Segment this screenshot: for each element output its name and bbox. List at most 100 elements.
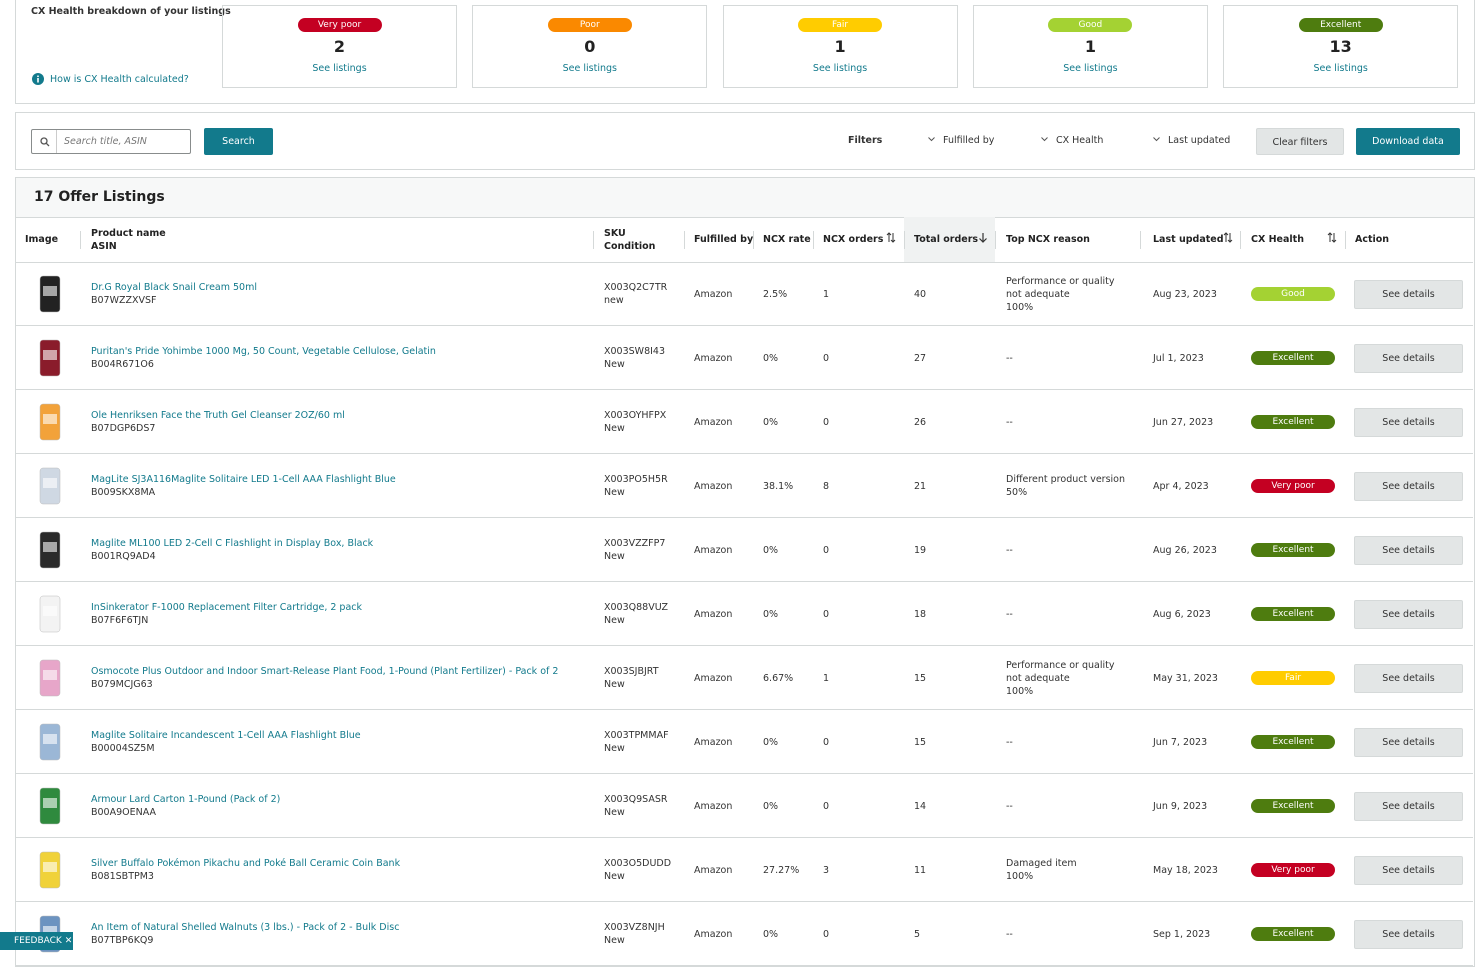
reason-cell: -- (1006, 518, 1131, 582)
help-link[interactable]: How is CX Health calculated? (50, 74, 189, 85)
reason-cell: Damaged item 100% (1006, 838, 1131, 902)
total-orders: 14 (914, 800, 927, 812)
health-pill: Very poor (297, 18, 382, 32)
thumbnail (39, 275, 61, 313)
sku: X003SW8I43 (604, 346, 665, 357)
see-details-button[interactable]: See details (1354, 728, 1463, 757)
ncx-rate: 0% (763, 416, 779, 428)
filter-dropdown[interactable]: Fulfilled by (928, 135, 994, 146)
total-orders: 19 (914, 544, 927, 556)
health-pill: Very poor (1251, 863, 1335, 877)
product-name-link[interactable]: Dr.G Royal Black Snail Cream 50ml (91, 282, 257, 293)
download-button[interactable]: Download data (1356, 128, 1460, 155)
product-name-link[interactable]: Ole Henriksen Face the Truth Gel Cleanse… (91, 410, 345, 421)
product-name-link[interactable]: Maglite ML100 LED 2-Cell C Flashlight in… (91, 538, 374, 549)
see-details-button[interactable]: See details (1354, 920, 1463, 949)
column-header: Action (1355, 217, 1389, 262)
sku: X003PO5H5R (604, 474, 668, 485)
see-details-button[interactable]: See details (1354, 408, 1463, 437)
listings-header-bar (16, 178, 1474, 218)
clear-filters-button[interactable]: Clear filters (1256, 128, 1344, 155)
see-details-button[interactable]: See details (1354, 536, 1463, 565)
sku-cell: X003O5DUDD New (604, 838, 671, 902)
health-card: Fair 1 See listings (722, 5, 958, 88)
see-listings-link[interactable]: See listings (1063, 63, 1118, 74)
sku-cell: X003SW8I43 New (604, 326, 665, 390)
search-placeholder: Search title, ASIN (64, 136, 147, 147)
search-button[interactable]: Search (204, 128, 273, 155)
product-name-link[interactable]: Puritan's Pride Yohimbe 1000 Mg, 50 Coun… (91, 346, 436, 357)
see-details-button[interactable]: See details (1354, 280, 1463, 309)
column-header-line: Condition (604, 240, 656, 252)
product-name-link[interactable]: Armour Lard Carton 1-Pound (Pack of 2) (91, 794, 281, 805)
asin: B001RQ9AD4 (91, 551, 156, 562)
product-name-link[interactable]: Osmocote Plus Outdoor and Indoor Smart-R… (91, 666, 559, 677)
see-listings-link[interactable]: See listings (562, 63, 617, 74)
reason-line: 100% (1006, 871, 1034, 882)
search-input[interactable]: Search title, ASIN (31, 129, 191, 154)
column-header-text: Action (1355, 234, 1390, 245)
filter-dropdown[interactable]: Last updated (1153, 135, 1230, 146)
column-header: NCX rate (763, 217, 811, 262)
thumbnail (39, 339, 61, 377)
thumbnail (39, 723, 61, 761)
see-listings-link[interactable]: See listings (1313, 63, 1368, 74)
sku: X003OYHFPX (604, 410, 667, 421)
total-orders: 5 (914, 928, 921, 940)
reason-line: -- (1006, 416, 1013, 428)
product-name-link[interactable]: Silver Buffalo Pokémon Pikachu and Poké … (91, 858, 401, 869)
chevron-icon (1153, 137, 1160, 142)
ncx-orders: 1 (823, 288, 830, 300)
total-orders: 27 (914, 352, 927, 364)
filter-dropdown[interactable]: CX Health (1041, 135, 1103, 146)
condition: New (604, 807, 625, 818)
feedback-button[interactable]: FEEDBACK ✕ (0, 932, 73, 950)
column-header: Product name ASIN (91, 217, 166, 262)
see-details-button[interactable]: See details (1354, 664, 1463, 693)
product-name-link[interactable]: InSinkerator F-1000 Replacement Filter C… (91, 602, 363, 613)
see-listings-link[interactable]: See listings (812, 63, 868, 74)
last-updated: Jun 9, 2023 (1153, 800, 1208, 812)
total-orders: 26 (914, 416, 927, 428)
column-header: CX Health (1251, 217, 1304, 262)
product-name-link[interactable]: An Item of Natural Shelled Walnuts (3 lb… (91, 922, 400, 933)
product-image (28, 400, 72, 444)
table-row: Osmocote Plus Outdoor and Indoor Smart-R… (16, 646, 1473, 710)
reason-line: Damaged item (1006, 858, 1077, 869)
health-pill: Poor (547, 18, 632, 32)
see-details-button[interactable]: See details (1354, 792, 1463, 821)
see-details-button[interactable]: See details (1354, 344, 1463, 373)
column-separator (813, 231, 814, 249)
column-header-text: NCX orders (823, 234, 884, 245)
ncx-orders: 0 (823, 416, 830, 428)
sort-icon (1223, 232, 1233, 243)
column-header-text: Fulfilled by (694, 234, 754, 245)
fulfilled-by: Amazon (694, 672, 733, 684)
filter-bar: Search title, ASIN Search Filters Fulfil… (15, 112, 1475, 170)
see-details-button[interactable]: See details (1354, 856, 1463, 885)
filters-label: Filters (848, 135, 883, 146)
total-orders: 18 (914, 608, 927, 620)
product-cell: InSinkerator F-1000 Replacement Filter C… (91, 582, 362, 646)
health-pill: Excellent (1251, 415, 1335, 429)
feedback-label: FEEDBACK (14, 936, 62, 946)
health-pill: Excellent (1251, 543, 1335, 557)
reason-line: Different product version (1006, 474, 1126, 485)
reason-line: 100% (1006, 685, 1034, 697)
health-count: 1 (834, 37, 846, 56)
asin: B009SKX8MA (91, 487, 156, 498)
product-name-link[interactable]: Maglite Solitaire Incandescent 1-Cell AA… (91, 730, 361, 741)
reason-cell: -- (1006, 902, 1131, 966)
sku-cell: X003TPMMAF New (604, 710, 669, 774)
thumbnail (39, 851, 61, 889)
chevron-icon (928, 137, 935, 142)
total-orders: 21 (914, 480, 927, 492)
condition: New (604, 679, 625, 690)
see-details-button[interactable]: See details (1354, 600, 1463, 629)
table-row: Maglite ML100 LED 2-Cell C Flashlight in… (16, 518, 1473, 582)
info-icon (32, 73, 44, 85)
reason-cell: Performance or quality not adequate 100% (1006, 646, 1131, 710)
product-name-link[interactable]: MagLite SJ3A116Maglite Solitaire LED 1-C… (91, 474, 396, 485)
see-details-button[interactable]: See details (1354, 472, 1463, 501)
see-listings-link[interactable]: See listings (312, 63, 367, 74)
